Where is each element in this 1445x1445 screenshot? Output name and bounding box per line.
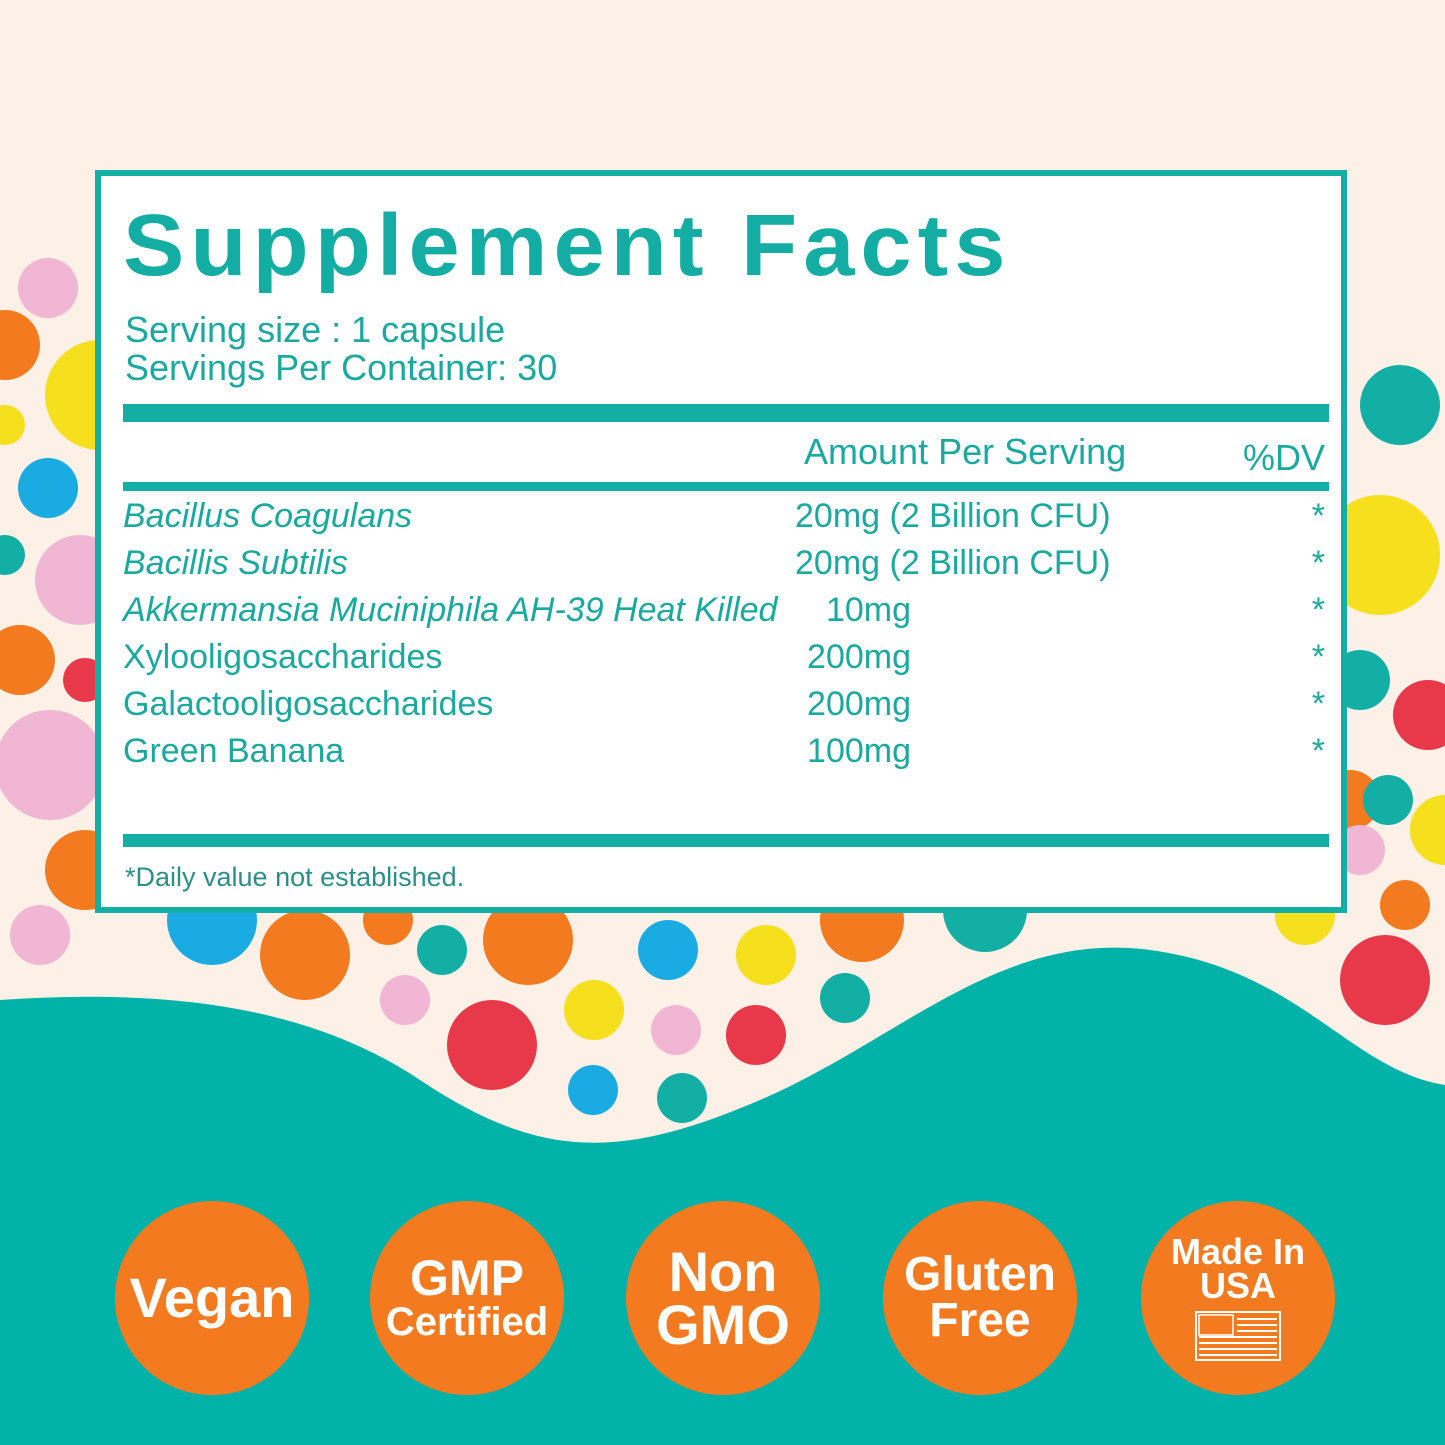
wave (0, 947, 1445, 1445)
badge-text: GMO (656, 1293, 790, 1356)
badge: Made In USA (1141, 1201, 1335, 1395)
amount: 20mg (2 Billion CFU) (795, 497, 1111, 535)
amount-cell: 20mg (2 Billion CFU) (795, 545, 1111, 582)
daily-value: * (1311, 591, 1325, 629)
amount: 200mg (807, 638, 911, 676)
servings-per-container: Servings Per Container: 30 (125, 347, 558, 388)
badge-text: Certified (385, 1299, 549, 1344)
ingredient-row: Akkermansia Muciniphila AH-39 Heat Kille… (123, 592, 1329, 629)
amount: 10mg (825, 591, 911, 629)
amount: 100mg (807, 732, 911, 770)
ingredient-name: Xylooligosaccharides (123, 638, 443, 676)
title: Supplement Facts (123, 197, 1012, 294)
daily-value: * (1311, 638, 1325, 676)
footnote: *Daily value not established. (125, 862, 465, 892)
serving-size: Serving size : 1 capsule (125, 309, 506, 350)
amount: 200mg (807, 685, 911, 723)
divider (123, 404, 1329, 422)
badge: Vegan (115, 1201, 309, 1395)
ingredient-row: Xylooligosaccharides 200mg * (123, 639, 1329, 676)
amount-cell: 100mg (795, 733, 911, 770)
amount-cell: 10mg (795, 592, 911, 629)
amount-cell: 200mg (795, 639, 911, 676)
daily-value: * (1311, 497, 1325, 535)
dv-header: %DV (1242, 437, 1325, 478)
badge-text: Gluten (904, 1248, 1056, 1302)
badge-text: Made In (1170, 1230, 1305, 1272)
ingredient-name: Bacillus Coagulans (123, 497, 413, 535)
ingredient-name: Bacillis Subtilis (123, 544, 348, 582)
ingredient-row: Bacillis Subtilis 20mg (2 Billion CFU) * (123, 545, 1329, 582)
facts-label: Supplement Facts Serving size : 1 capsul… (95, 170, 1347, 913)
badge-text: Free (929, 1294, 1031, 1347)
divider (123, 482, 1329, 491)
badge: GMP Certified (370, 1201, 564, 1395)
badge: Non GMO (626, 1201, 820, 1395)
daily-value: * (1311, 544, 1325, 582)
daily-value: * (1311, 732, 1325, 770)
ingredient-row: Galactooligosaccharides 200mg * (123, 686, 1329, 723)
ingredient-name: Galactooligosaccharides (123, 685, 494, 723)
ingredient-row: Green Banana 100mg * (123, 733, 1329, 770)
amount-cell: 200mg (795, 686, 911, 723)
badge: Gluten Free (883, 1201, 1077, 1395)
rows: Bacillus Coagulans 20mg (2 Billion CFU) * B… (123, 498, 1329, 780)
ingredient-row: Bacillus Coagulans 20mg (2 Billion CFU) * (123, 498, 1329, 535)
amount: 20mg (2 Billion CFU) (795, 544, 1111, 582)
flag-icon (1195, 1311, 1281, 1362)
badge-text: Non (668, 1239, 778, 1303)
badge-text: Vegan (129, 1266, 295, 1330)
divider (123, 834, 1329, 847)
badge-text: GMP (410, 1250, 524, 1307)
daily-value: * (1311, 685, 1325, 723)
ingredient-name: Akkermansia Muciniphila AH-39 Heat Kille… (123, 591, 778, 629)
amount-cell: 20mg (2 Billion CFU) (795, 498, 1111, 535)
amount-header: Amount Per Serving (804, 431, 1127, 472)
badge-text: USA (1199, 1265, 1276, 1306)
ingredient-name: Green Banana (123, 732, 345, 770)
